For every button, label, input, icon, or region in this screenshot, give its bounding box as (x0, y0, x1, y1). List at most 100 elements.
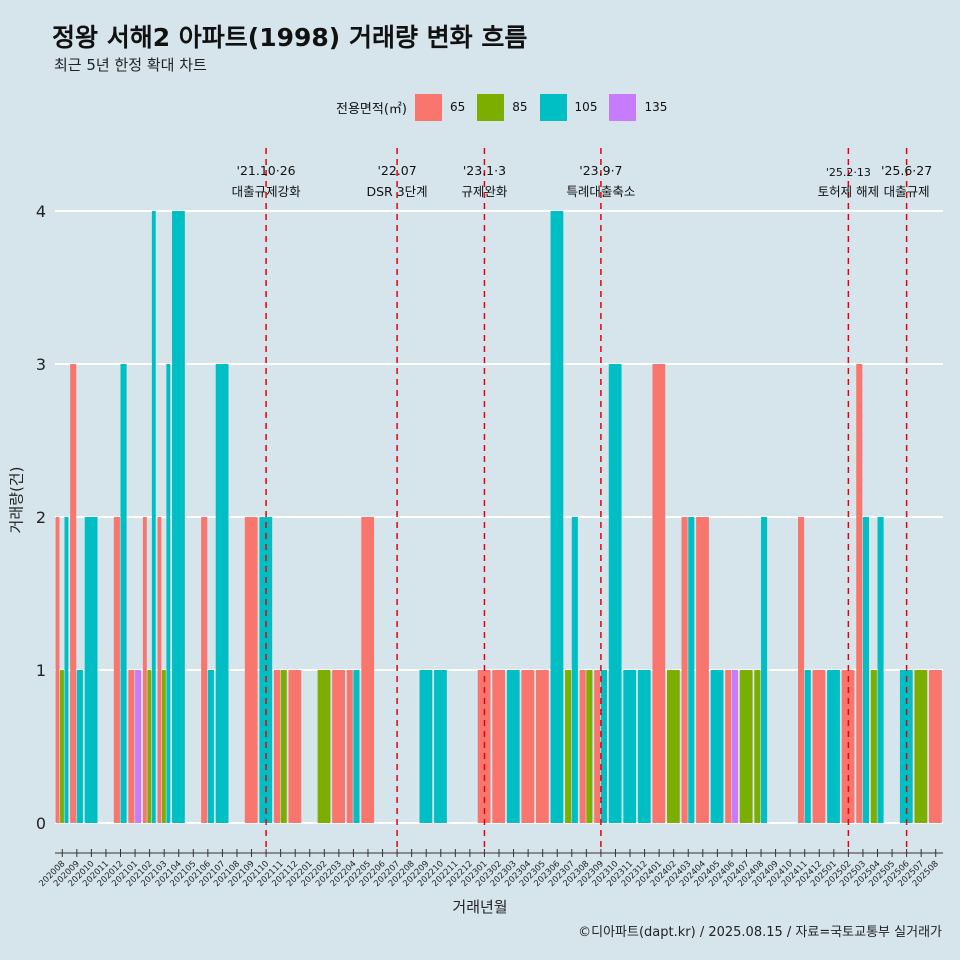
bar-202008-85 (60, 670, 64, 823)
bar-202411-65 (798, 517, 805, 823)
x-axis-label: 거래년월 (452, 898, 508, 916)
bar-202008-105 (64, 517, 69, 823)
legend-swatch-65 (414, 93, 442, 121)
y-tick-label-3: 3 (36, 355, 46, 374)
annotation-label-202207: DSR 3단계 (367, 184, 428, 199)
bar-202312-105 (637, 670, 651, 823)
chart-subtitle: 최근 5년 한정 확대 차트 (54, 56, 207, 74)
legend: 전용면적(㎡) 65 85 105 135 (336, 93, 679, 121)
bar-202111-85 (280, 670, 287, 823)
bar-202408-85 (754, 670, 761, 823)
annotation-date-202110: '21.10·26 (237, 163, 296, 178)
bar-202202-85 (317, 670, 331, 823)
bar-202402-85 (666, 670, 680, 823)
bar-202411-105 (804, 670, 811, 823)
legend-item-105: 105 (539, 93, 598, 121)
y-axis-label-text: 거래량(건) (7, 466, 26, 534)
annotation-date-202207: '22.07 (377, 163, 416, 178)
bar-202503-105 (862, 517, 870, 823)
bar-202210-105 (434, 670, 447, 823)
legend-title: 전용면적(㎡) (336, 101, 407, 117)
bar-202103-105 (166, 364, 171, 823)
bar-202102-65 (142, 517, 147, 823)
bar-202412-65 (812, 670, 826, 823)
bar-202308-65 (579, 670, 586, 823)
bar-202111-65 (273, 670, 281, 823)
legend-swatch-135 (609, 93, 637, 121)
bar-202504-85 (870, 670, 877, 823)
bar-202504-105 (877, 517, 884, 823)
bar-202012-65 (113, 517, 120, 823)
bar-202303-105 (506, 670, 520, 823)
annotation-date-202301: '23.1·3 (463, 163, 506, 178)
bar-202009-105 (76, 670, 83, 823)
bar-202101-135 (135, 670, 142, 823)
bar-202401-65 (652, 364, 666, 823)
bar-202501-105 (827, 670, 840, 823)
legend-item-135: 135 (609, 93, 668, 121)
bar-202012-105 (120, 364, 127, 823)
bar-202009-65 (70, 364, 77, 823)
y-tick-label-0: 0 (36, 814, 46, 833)
bar-202308-85 (586, 670, 593, 823)
bar-202306-105 (550, 211, 564, 823)
bar-202309-65 (594, 670, 601, 823)
legend-label-105: 105 (574, 100, 598, 114)
annotation-date-202309: '23.9·7 (579, 163, 622, 178)
bar-202311-105 (623, 670, 637, 823)
bar-202112-65 (288, 670, 302, 823)
bar-202205-65 (361, 517, 375, 823)
source-caption: ©디아파트(dapt.kr) / 2025.08.15 / 자료=국토교통부 실… (578, 925, 942, 940)
bar-202008-65 (55, 517, 60, 823)
bar-202307-105 (571, 517, 578, 823)
bar-202106-65 (201, 517, 208, 823)
y-tick-label-4: 4 (36, 202, 46, 221)
bar-202101-65 (128, 670, 135, 823)
bar-202508-65 (929, 670, 942, 823)
bar-202010-105 (84, 517, 98, 823)
annotation-label-202301: 규제완화 (461, 184, 508, 199)
bar-202102-105 (151, 211, 156, 823)
annotation-label-202502: 토허제 해제 (818, 184, 879, 199)
bar-202302-65 (492, 670, 506, 823)
bar-202309-105 (600, 670, 607, 823)
chart-title: 정왕 서해2 아파트(1998) 거래량 변화 흐름 (52, 23, 528, 52)
legend-item-65: 65 (414, 93, 465, 121)
annotation-label-202506: 대출규제 (884, 184, 930, 199)
bar-202109-65 (244, 517, 258, 823)
bar-202507-85 (914, 670, 928, 823)
bar-202102-85 (147, 670, 152, 823)
bar-202307-85 (565, 670, 572, 823)
bar-202403-65 (681, 517, 688, 823)
bar-202103-85 (161, 670, 166, 823)
bar-202104-105 (172, 211, 185, 823)
bar-202406-65 (725, 670, 732, 823)
bar-202404-65 (696, 517, 709, 823)
bar-202403-105 (688, 517, 695, 823)
annotation-label-202309: 특례대출축소 (566, 184, 635, 199)
y-tick-label-1: 1 (36, 661, 46, 680)
legend-item-85: 85 (477, 93, 528, 121)
bar-202310-105 (608, 364, 622, 823)
bar-202304-65 (521, 670, 535, 823)
y-tick-label-2: 2 (36, 508, 46, 527)
bar-202106-105 (207, 670, 214, 823)
bar-202305-65 (535, 670, 549, 823)
bar-202406-135 (731, 670, 739, 823)
annotation-date-202502: '25.2·13 (826, 166, 871, 179)
annotation-date-202506: '25.6·27 (881, 163, 932, 178)
bar-202407-85 (739, 670, 753, 823)
bar-202204-65 (346, 670, 353, 823)
legend-swatch-85 (477, 93, 505, 121)
legend-swatch-105 (539, 93, 567, 121)
annotation-label-202110: 대출규제강화 (232, 184, 302, 199)
bar-202209-105 (419, 670, 433, 823)
legend-label-135: 135 (644, 100, 668, 114)
bar-202405-105 (710, 670, 724, 823)
bar-202103-65 (157, 517, 162, 823)
bar-202204-105 (353, 670, 360, 823)
bar-202503-65 (856, 364, 863, 823)
bar-202408-105 (761, 517, 768, 823)
legend-label-85: 85 (512, 100, 528, 114)
